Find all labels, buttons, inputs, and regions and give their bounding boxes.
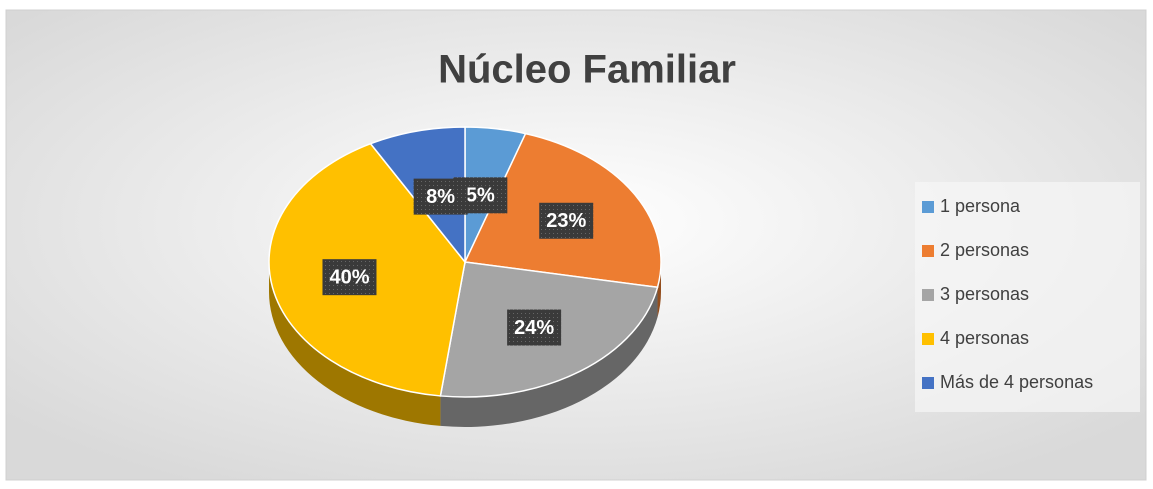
data-label: 23% — [546, 210, 586, 232]
data-label: 8% — [426, 186, 455, 208]
data-label: 5% — [466, 185, 495, 207]
legend-label: 1 persona — [940, 196, 1021, 216]
legend-swatch — [922, 201, 934, 213]
data-label-box — [507, 309, 562, 346]
legend-swatch — [922, 377, 934, 389]
data-label: 24% — [514, 317, 554, 339]
legend-swatch — [922, 289, 934, 301]
data-label: 40% — [329, 266, 369, 288]
legend-label: 2 personas — [940, 240, 1029, 260]
legend-swatch — [922, 245, 934, 257]
chart-title: Núcleo Familiar — [438, 48, 736, 92]
legend-label: Más de 4 personas — [940, 372, 1093, 392]
legend-label: 3 personas — [940, 284, 1029, 304]
data-label-box — [413, 178, 468, 215]
slice-side — [440, 287, 658, 427]
legend-box — [915, 182, 1140, 412]
legend-label: 4 personas — [940, 328, 1029, 348]
slice-side — [269, 262, 441, 426]
data-label-box — [539, 202, 594, 239]
data-label-box — [322, 259, 377, 296]
legend-swatch — [922, 333, 934, 345]
